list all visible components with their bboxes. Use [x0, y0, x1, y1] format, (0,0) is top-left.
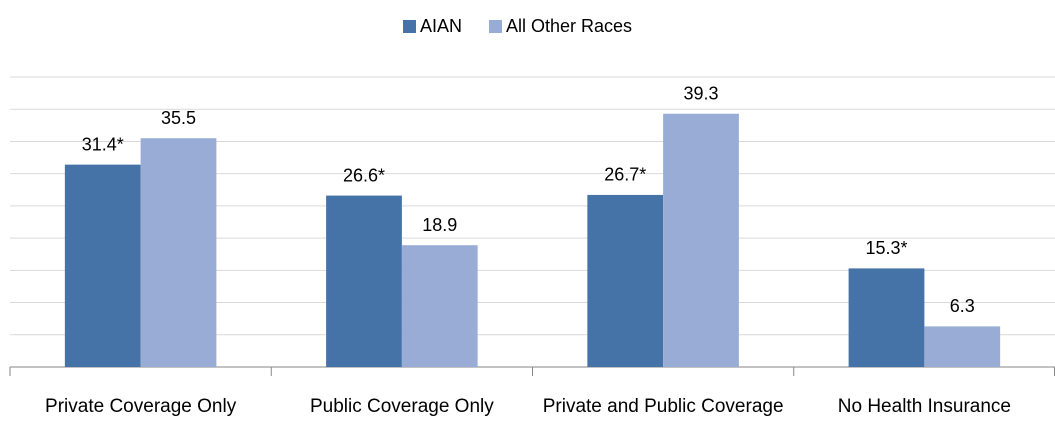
x-tick-label: Private Coverage Only [45, 396, 237, 417]
data-label: 26.7* [604, 165, 646, 185]
data-label: 35.5 [161, 108, 196, 128]
legend-swatch [489, 20, 502, 33]
data-label: 26.6* [343, 165, 385, 185]
bar [924, 326, 1001, 367]
data-label: 31.4* [82, 134, 124, 154]
data-label: 15.3* [865, 238, 907, 258]
x-tick-label: No Health Insurance [837, 396, 1011, 417]
x-tick-label: Public Coverage Only [309, 396, 494, 417]
bar [64, 164, 141, 367]
legend-swatch [403, 20, 416, 33]
data-label: 18.9 [422, 215, 457, 235]
legend-label: AIAN [420, 16, 462, 36]
bar [326, 195, 402, 367]
bar [140, 138, 217, 367]
data-label: 39.3 [683, 83, 718, 103]
bar [401, 245, 478, 367]
bar [663, 113, 739, 367]
bar [848, 268, 925, 367]
legend-label: All Other Races [506, 16, 632, 36]
data-label: 6.3 [950, 296, 975, 316]
bar [587, 194, 664, 367]
x-tick-label: Private and Public Coverage [542, 396, 784, 417]
